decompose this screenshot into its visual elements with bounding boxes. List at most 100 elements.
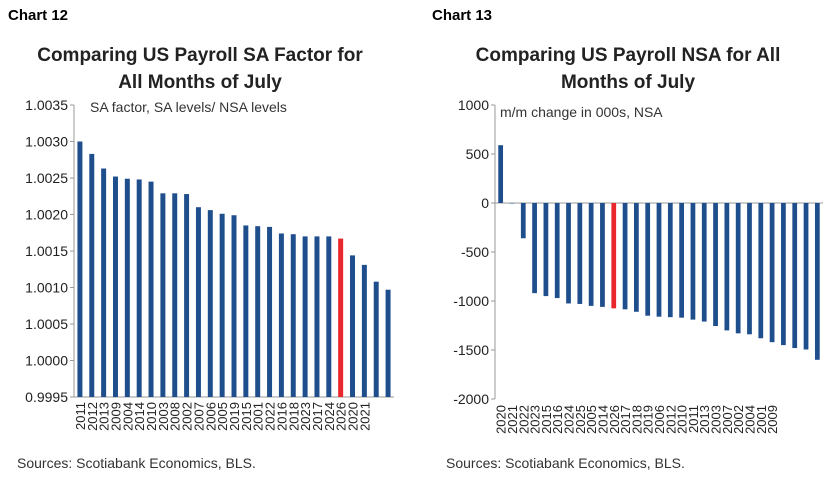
y-tick-label: -500 — [461, 244, 489, 260]
x-tick-label: 2026 — [334, 402, 349, 431]
bar — [219, 213, 225, 397]
x-tick-label: 2023 — [298, 402, 313, 431]
nsa-change-bar-chart: 1000 500 0 -500 -1000 -1500 -2000 m/m change in… — [453, 97, 823, 434]
bar — [361, 264, 367, 397]
x-tick-label: 2026 — [607, 405, 622, 434]
bar — [112, 176, 118, 397]
x-tick-label: 2022 — [263, 402, 278, 431]
bar — [724, 203, 730, 331]
x-tick-label: 2001 — [754, 405, 769, 434]
x-tick-label: 2017 — [618, 405, 633, 434]
source-note: Sources: Scotiabank Economics, BLS. — [446, 455, 685, 471]
x-tick-label: 2020 — [494, 405, 509, 434]
bar — [385, 289, 391, 397]
bar — [690, 203, 696, 320]
bar — [267, 226, 273, 397]
y-tick-label: -2000 — [453, 391, 489, 407]
x-tick-label: 2011 — [686, 405, 701, 433]
bar — [792, 203, 798, 349]
x-tick-label: 2013 — [697, 405, 712, 434]
bar — [207, 210, 213, 397]
bar — [634, 203, 639, 312]
chart-title-line-2: Months of July — [560, 72, 696, 93]
bar — [814, 203, 820, 360]
bar — [758, 203, 764, 339]
bar — [89, 153, 95, 397]
bar — [532, 203, 537, 294]
bar — [600, 203, 605, 307]
bar — [243, 225, 249, 397]
chart-title-line-1: Comparing US Payroll SA Factor for — [37, 45, 363, 66]
x-tick-label: 2012 — [85, 402, 100, 431]
bar — [255, 226, 261, 397]
bar — [611, 203, 617, 309]
y-tick-label: 1.0025 — [25, 170, 68, 186]
axis-annotation: SA factor, SA levels/ NSA levels — [90, 99, 287, 115]
y-tick-label: 1.0030 — [25, 134, 68, 150]
bar — [701, 203, 707, 322]
chart-number: Chart 13 — [432, 7, 493, 24]
bar — [160, 193, 166, 397]
y-tick-label: 0 — [481, 195, 489, 211]
y-tick-label: 1.0010 — [25, 280, 68, 296]
bar — [498, 145, 504, 203]
bar — [314, 236, 320, 397]
bar — [350, 255, 356, 397]
bar — [148, 181, 154, 397]
bar — [373, 281, 379, 397]
bar — [588, 203, 594, 306]
x-tick-label: 2016 — [274, 402, 289, 431]
x-tick-label: 2023 — [528, 405, 543, 434]
x-tick-label: 2024 — [322, 402, 337, 431]
bar — [278, 233, 284, 397]
x-tick-label: 2004 — [742, 405, 757, 434]
bar — [656, 203, 662, 317]
chart-number: Chart 12 — [8, 7, 69, 24]
x-tick-label: 2002 — [180, 402, 195, 431]
x-tick-label: 2008 — [168, 402, 183, 431]
y-tick-label: 1.0020 — [25, 207, 68, 223]
axis-annotation: m/m change in 000s, NSA — [500, 104, 663, 120]
bar — [520, 203, 526, 239]
x-tick-label: 2016 — [550, 405, 565, 434]
bar — [184, 194, 190, 397]
bar — [543, 203, 549, 297]
chart-panel-13: Chart 13 Comparing US Payroll NSA for Al… — [414, 0, 828, 483]
x-tick-label: 2003 — [709, 405, 724, 434]
x-tick-label: 2022 — [516, 405, 531, 434]
bar — [326, 236, 332, 397]
bar — [577, 203, 583, 304]
x-tick-label: 2003 — [156, 402, 171, 431]
x-tick-label: 2018 — [286, 402, 301, 431]
chart-title: Comparing US Payroll SA Factor for All M… — [30, 42, 370, 96]
bar — [667, 203, 673, 318]
bar — [781, 203, 786, 346]
bar — [302, 236, 308, 397]
x-tick-label: 2002 — [731, 405, 746, 434]
x-tick-label: 2001 — [251, 402, 266, 431]
x-tick-label: 2005 — [215, 402, 230, 431]
bar — [622, 203, 628, 310]
x-tick-label: 2021 — [357, 402, 372, 431]
bar — [747, 203, 752, 335]
bar — [509, 203, 515, 204]
y-tick-label: -1500 — [453, 342, 489, 358]
y-tick-label: 1000 — [458, 97, 489, 113]
x-tick-label: 2007 — [720, 405, 735, 434]
x-tick-label: 2025 — [573, 405, 588, 434]
bar — [554, 203, 560, 299]
bar — [77, 141, 83, 397]
x-tick-label: 2019 — [227, 402, 242, 431]
x-tick-label: 2019 — [641, 405, 656, 434]
y-tick-label: 1.0035 — [25, 97, 68, 113]
x-tick-label: 2015 — [239, 402, 254, 431]
y-tick-label: 0.9995 — [25, 389, 68, 405]
x-tick-label: 2004 — [120, 402, 135, 431]
chart-title: Comparing US Payroll NSA for All Months … — [458, 42, 798, 96]
bar — [769, 203, 775, 343]
bar — [566, 203, 571, 304]
bar — [136, 179, 142, 397]
x-tick-label: 2018 — [629, 405, 644, 434]
bar — [290, 234, 296, 397]
y-tick-label: 500 — [466, 146, 490, 162]
